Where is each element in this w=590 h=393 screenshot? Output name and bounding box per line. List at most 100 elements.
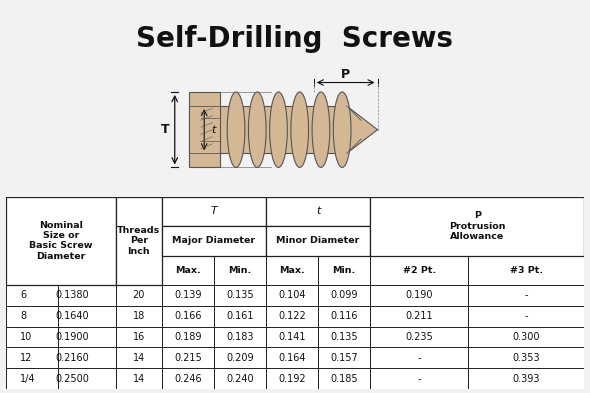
Text: P: P [341,68,350,81]
Bar [214,306,266,327]
Text: #2 Pt.: #2 Pt. [403,266,436,275]
Bar [266,255,318,285]
Bar [318,327,370,347]
Bar [318,255,370,285]
Text: Nominal
Size or
Basic Screw
Diameter: Nominal Size or Basic Screw Diameter [29,221,93,261]
Bar [266,196,370,226]
Text: 0.185: 0.185 [330,374,358,384]
Text: Max.: Max. [175,266,201,275]
Bar [468,226,584,255]
Text: Minor Diameter: Minor Diameter [277,236,360,245]
Text: 0.353: 0.353 [513,353,540,363]
Text: 0.135: 0.135 [330,332,358,342]
Text: -: - [418,353,421,363]
Text: 20: 20 [133,290,145,301]
Bar [162,196,214,226]
Text: 0.141: 0.141 [278,332,306,342]
Bar [162,255,214,285]
Ellipse shape [227,92,245,167]
Bar [370,306,468,327]
Text: 0.183: 0.183 [227,332,254,342]
Text: 0.192: 0.192 [278,374,306,384]
Text: Threads
Per
Inch: Threads Per Inch [117,226,160,256]
Text: 0.2160: 0.2160 [55,353,89,363]
Polygon shape [189,106,347,153]
Text: 0.211: 0.211 [405,311,433,321]
Bar [162,226,214,255]
Bar [214,226,266,255]
Bar [318,368,370,389]
Bar [116,255,162,285]
Bar [370,285,468,306]
Bar [116,196,162,285]
Text: 0.116: 0.116 [330,311,358,321]
Bar [214,255,266,285]
Text: 10: 10 [20,332,32,342]
Bar [468,327,584,347]
Ellipse shape [333,92,351,167]
Text: 0.1900: 0.1900 [55,332,88,342]
Text: 16: 16 [133,332,145,342]
Bar [214,196,266,226]
Bar [370,255,468,285]
Bar [162,368,214,389]
Text: 12: 12 [20,353,32,363]
Bar [266,347,318,368]
Text: Major Diameter: Major Diameter [172,236,255,245]
Bar [162,347,214,368]
Text: 0.246: 0.246 [174,374,202,384]
Ellipse shape [312,92,330,167]
Bar [6,226,58,255]
Bar [6,196,58,226]
Bar [214,368,266,389]
Bar [58,327,116,347]
Bar [214,347,266,368]
Text: 0.209: 0.209 [226,353,254,363]
Bar [116,226,162,255]
Bar [266,327,318,347]
Bar [266,226,318,255]
Text: 0.393: 0.393 [513,374,540,384]
Bar [214,285,266,306]
Text: P
Protrusion
Allowance: P Protrusion Allowance [449,211,506,241]
Bar [58,226,116,255]
Bar [468,368,584,389]
Bar [468,196,584,226]
Bar [468,285,584,306]
Text: 0.164: 0.164 [278,353,306,363]
Text: 0.099: 0.099 [330,290,358,301]
Text: -: - [418,374,421,384]
Text: T: T [211,206,217,216]
Polygon shape [189,92,219,167]
Bar [468,255,584,285]
Bar [116,347,162,368]
Text: 8: 8 [20,311,27,321]
Bar [318,226,370,255]
Bar [116,306,162,327]
Ellipse shape [270,92,287,167]
Bar [318,306,370,327]
Text: 0.104: 0.104 [278,290,306,301]
Text: 0.122: 0.122 [278,311,306,321]
Bar [6,196,116,285]
Bar [162,327,214,347]
Text: 14: 14 [133,353,145,363]
Bar [468,306,584,327]
Bar [468,347,584,368]
Bar [58,285,116,306]
Bar [58,196,116,226]
Bar [318,347,370,368]
Text: 0.215: 0.215 [174,353,202,363]
Text: #3 Pt.: #3 Pt. [510,266,543,275]
Bar [58,368,116,389]
Text: 1/4: 1/4 [20,374,36,384]
Bar [370,226,468,255]
Bar [116,285,162,306]
Text: Min.: Min. [228,266,252,275]
Text: -: - [525,290,528,301]
Bar [6,327,58,347]
Bar [116,368,162,389]
Bar [58,347,116,368]
Bar [370,196,584,255]
Text: 14: 14 [133,374,145,384]
